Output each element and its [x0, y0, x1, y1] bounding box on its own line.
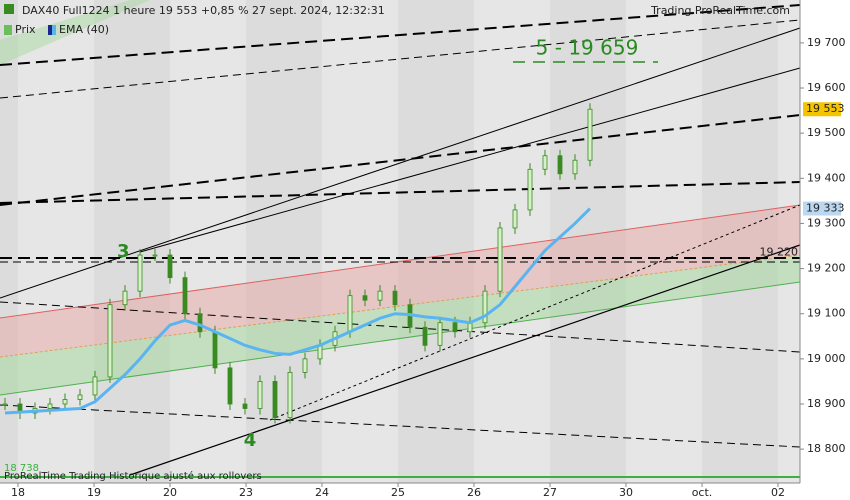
price-body	[77, 394, 83, 400]
y-tick-label: 19 000	[807, 352, 846, 365]
price-body	[557, 155, 563, 175]
y-tick-label: 18 800	[807, 442, 846, 455]
low-label: 18 738	[4, 463, 39, 474]
dashed-line	[0, 404, 801, 448]
price-body	[2, 403, 8, 406]
dashed-line	[0, 114, 801, 206]
x-tick-label: 02	[771, 486, 785, 499]
price-body	[377, 290, 383, 301]
dashed-line	[0, 301, 801, 353]
trend-lines	[0, 4, 801, 476]
price-body	[257, 381, 263, 409]
dashed-line	[0, 181, 801, 204]
dashed-line	[0, 19, 801, 99]
day-stripe	[18, 0, 94, 483]
price-body	[587, 108, 593, 161]
price-body	[422, 326, 428, 346]
x-tick-label: 24	[315, 486, 329, 499]
price-body	[47, 403, 53, 409]
legend-swatch	[4, 25, 12, 35]
day-stripe	[322, 0, 398, 483]
trend-line	[139, 67, 801, 253]
price-body	[62, 399, 68, 405]
legend-label: Prix	[15, 23, 36, 36]
x-axis	[0, 483, 850, 500]
x-tick-label: 20	[163, 486, 177, 499]
price-body	[317, 344, 323, 360]
trend-line	[0, 27, 801, 299]
y-tick-label: 19 100	[807, 307, 846, 320]
y-axis	[800, 0, 850, 500]
price-body	[272, 381, 278, 418]
price-body	[347, 295, 353, 333]
band-bottom	[0, 281, 801, 396]
day-stripe	[474, 0, 550, 483]
legend-swatch	[52, 25, 56, 35]
price-label: 19 220	[760, 246, 799, 259]
y-tick-label: 19 700	[807, 36, 846, 49]
price-label-box	[803, 201, 841, 216]
x-tick-label: 18	[11, 486, 25, 499]
price-body	[437, 322, 443, 346]
annotation: 3	[117, 241, 130, 262]
price-body	[392, 290, 398, 306]
price-body	[242, 403, 248, 409]
corner-band	[0, 0, 150, 65]
price-body	[227, 367, 233, 405]
x-tick-label: 25	[391, 486, 405, 499]
y-tick-label: 18 900	[807, 397, 846, 410]
price-body	[122, 290, 128, 306]
annotation: 4	[244, 430, 257, 451]
y-tick-label: 19 300	[807, 216, 846, 229]
lower-band	[0, 255, 800, 395]
price-body	[497, 227, 503, 292]
annotation: 5 - 19 659	[536, 36, 639, 60]
price-body	[527, 168, 533, 211]
price-body	[182, 277, 188, 315]
price-label: 19 553	[806, 102, 845, 115]
price-body	[167, 254, 173, 279]
band-mid	[0, 254, 801, 358]
dashed-line	[0, 4, 801, 66]
x-tick-label: 26	[467, 486, 481, 499]
y-tick-label: 19 200	[807, 262, 846, 275]
legend-swatch	[48, 25, 52, 35]
price-body	[512, 209, 518, 229]
trend-line	[269, 204, 801, 421]
price-body	[572, 159, 578, 175]
x-tick-label: 23	[239, 486, 253, 499]
y-tick-label: 19 400	[807, 171, 846, 184]
band-top	[0, 204, 801, 319]
price-body	[197, 313, 203, 333]
price-body	[137, 254, 143, 292]
x-tick-label: 19	[87, 486, 101, 499]
ema-line	[4, 207, 592, 415]
logo	[4, 4, 14, 14]
y-tick-label: 19 600	[807, 81, 846, 94]
footer: ProRealTime Trading Historique ajusté au…	[4, 470, 262, 482]
day-stripe	[170, 0, 246, 483]
price-body	[482, 290, 488, 324]
price-body	[152, 254, 158, 257]
x-tick-label: oct.	[692, 486, 713, 499]
x-tick-label: 27	[543, 486, 557, 499]
y-tick-label: 19 500	[807, 126, 846, 139]
price-label: 19 333	[806, 202, 845, 215]
trend-line	[129, 244, 801, 476]
price-body	[107, 304, 113, 378]
day-stripe	[626, 0, 702, 483]
price-body	[362, 295, 368, 301]
price-body	[92, 376, 98, 396]
legend-label: EMA (40)	[59, 23, 109, 36]
price-body	[302, 358, 308, 373]
price-body	[212, 331, 218, 369]
price-label-box	[803, 102, 841, 117]
price-body	[452, 322, 458, 333]
price-body	[287, 372, 293, 418]
chart-title: DAX40 Full1224 1 heure 19 553 +0,85 % 27…	[22, 4, 385, 17]
x-tick-label: 30	[619, 486, 633, 499]
source: Trading.ProRealTime.com	[650, 4, 790, 17]
price-body	[542, 155, 548, 170]
